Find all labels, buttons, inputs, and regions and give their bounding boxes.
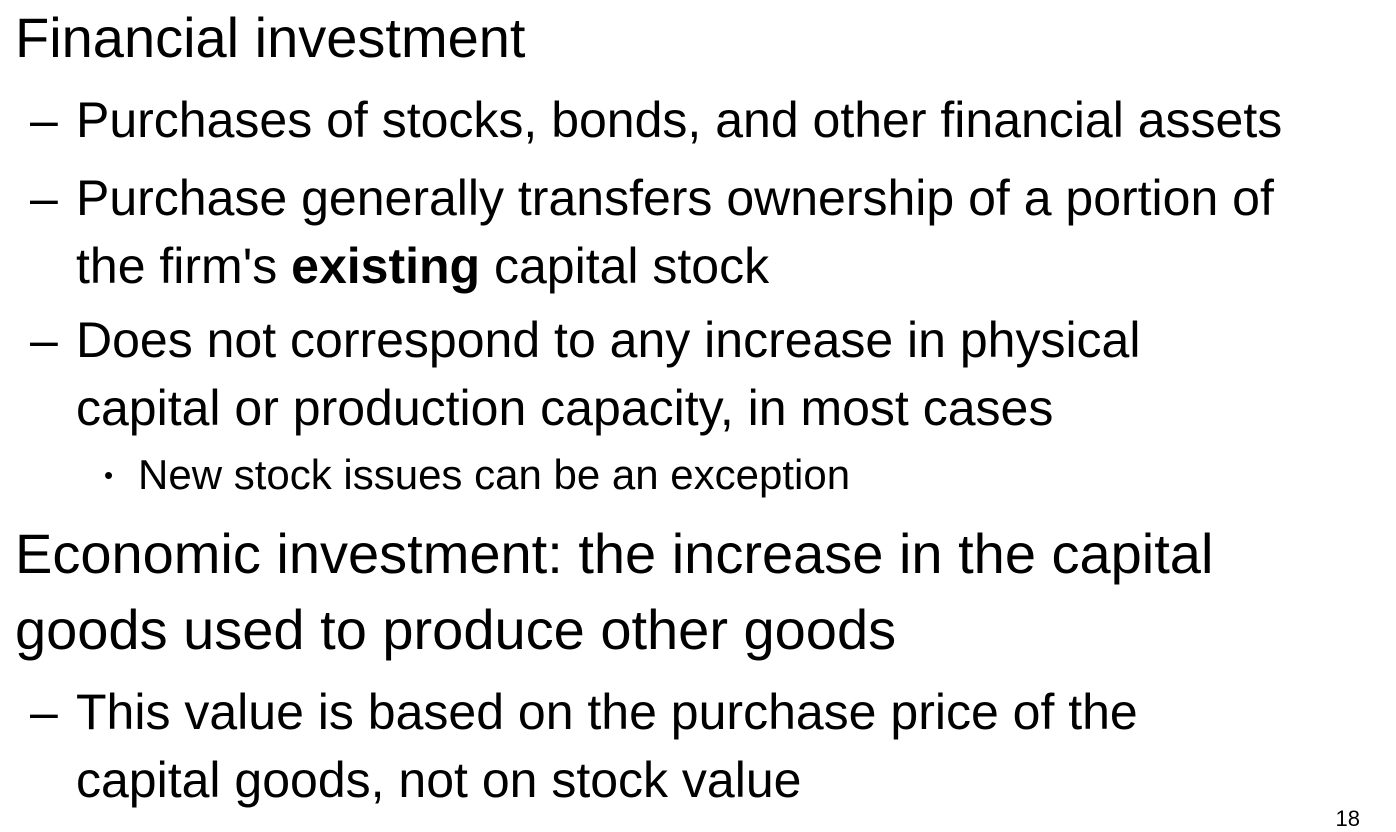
bullet-text-line2: the firm's existing capital stock — [76, 232, 1274, 300]
bullet-text-line1: Does not correspond to any increase in p… — [76, 312, 1141, 368]
dash-bullet-icon: – — [30, 312, 58, 368]
sub-bullet-text: New stock issues can be an exception — [138, 451, 851, 498]
text-segment: capital stock — [480, 238, 770, 294]
emphasis-existing: existing — [291, 238, 481, 294]
bullet-financial-2: – Purchase generally transfers ownership… — [30, 164, 1274, 300]
bullet-text-line1: This value is based on the purchase pric… — [76, 684, 1138, 740]
dash-bullet-icon: – — [30, 170, 58, 226]
text-segment: the firm's — [76, 238, 292, 294]
bullet-financial-1: – Purchases of stocks, bonds, and other … — [30, 86, 1282, 154]
bullet-economic-1: – This value is based on the purchase pr… — [30, 678, 1138, 814]
bullet-dot-icon: • — [104, 460, 114, 490]
bullet-text: Purchases of stocks, bonds, and other fi… — [76, 92, 1283, 148]
sub-bullet-new-stock: • New stock issues can be an exception — [104, 450, 850, 500]
dash-bullet-icon: – — [30, 92, 58, 148]
heading-economic-investment-line1: Economic investment: the increase in the… — [15, 522, 1214, 585]
bullet-text-line2: capital goods, not on stock value — [76, 752, 802, 808]
heading-financial-investment: Financial investment — [15, 6, 526, 69]
heading-economic-investment-line2: goods used to produce other goods — [15, 598, 897, 661]
dash-bullet-icon: – — [30, 684, 58, 740]
bullet-text-line1: Purchase generally transfers ownership o… — [76, 170, 1274, 226]
bullet-financial-3: – Does not correspond to any increase in… — [30, 306, 1140, 442]
bullet-text-line2: capital or production capacity, in most … — [76, 380, 1054, 436]
page-number: 18 — [1335, 806, 1360, 831]
